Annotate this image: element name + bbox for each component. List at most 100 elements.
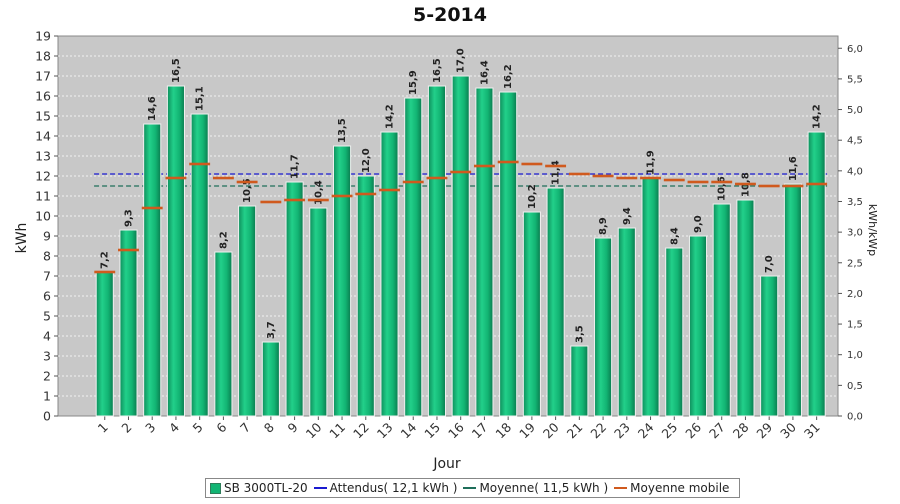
moving-average-marker (141, 206, 163, 210)
y2-axis-title: kWh/kWp (866, 204, 879, 256)
bar (380, 131, 399, 417)
x-tick-label: 31 (801, 420, 823, 442)
y-tick-label: 1 (43, 389, 51, 404)
moving-average-marker (212, 176, 234, 180)
y-tick-label: 7 (43, 269, 51, 284)
chart-title: 5-2014 (413, 4, 487, 26)
bar (760, 275, 779, 417)
moving-average-marker (165, 176, 187, 180)
bar (807, 131, 826, 417)
bar-data-label: 16,5 (432, 58, 443, 83)
y2-tick-label: 3,0 (847, 228, 863, 239)
bar (261, 341, 280, 417)
bar-data-label: 14,6 (147, 96, 158, 121)
bar (688, 235, 708, 417)
y2-tick-label: 4,5 (847, 136, 863, 147)
x-tick-label: 15 (421, 420, 443, 442)
legend-swatch-bar (210, 482, 221, 494)
moving-average-marker (735, 182, 756, 186)
bar (712, 203, 731, 417)
y2-tick-label: 1,5 (847, 320, 863, 331)
y-tick-label: 0 (43, 409, 51, 424)
bar-data-label: 16,4 (479, 60, 490, 85)
moving-average-marker (307, 198, 329, 202)
y2-tick-label: 6,0 (847, 44, 863, 55)
y-tick-label: 12 (35, 169, 51, 184)
x-tick-label: 27 (706, 420, 728, 442)
x-tick-label: 18 (492, 419, 514, 441)
x-tick-label: 30 (777, 419, 799, 441)
x-tick-label: 19 (516, 419, 538, 441)
y-tick-label: 8 (43, 249, 51, 264)
bar (238, 205, 257, 417)
bar (475, 87, 494, 417)
bar-data-label: 8,9 (598, 217, 609, 235)
x-tick-label: 13 (374, 420, 396, 442)
moving-average-marker (189, 162, 211, 166)
y-tick-label: 14 (35, 129, 51, 144)
legend-label-moyenne: Moyenne( 11,5 kWh ) (479, 481, 609, 495)
bar (736, 199, 755, 417)
y-tick-label: 4 (43, 329, 51, 344)
moving-average-marker (450, 170, 472, 174)
y-tick-label: 3 (43, 349, 51, 364)
x-tick-label: 11 (326, 420, 348, 442)
bar-data-label: 10,2 (527, 184, 538, 209)
x-tick-label: 4 (166, 419, 182, 435)
bar-data-label: 11,7 (290, 154, 301, 179)
bar (570, 345, 589, 417)
bar-data-label: 9,4 (622, 207, 633, 225)
x-tick-label: 6 (213, 419, 229, 435)
legend-label-moyenne-mobile: Moyenne mobile (630, 481, 730, 495)
x-tick-label: 3 (142, 420, 158, 436)
moving-average-marker (426, 176, 448, 180)
moving-average-marker (687, 180, 709, 184)
x-tick-label: 17 (469, 420, 491, 442)
legend-item-attendus: Attendus( 12,1 kWh ) (313, 481, 457, 495)
bar-data-label: 11,6 (788, 156, 799, 181)
bar (309, 207, 328, 417)
bar-data-label: 9,0 (693, 215, 704, 233)
bar (451, 75, 470, 417)
moving-average-marker (379, 188, 400, 192)
bar-data-label: 9,3 (123, 209, 134, 227)
bar-data-label: 10,4 (313, 180, 324, 205)
moving-average-marker (640, 176, 661, 180)
y2-tick-label: 2,0 (847, 289, 863, 300)
bar (333, 145, 352, 417)
x-tick-label: 9 (284, 419, 300, 435)
y-tick-label: 17 (35, 69, 51, 84)
bar (95, 271, 114, 417)
bar (143, 123, 162, 417)
moving-average-marker (236, 180, 258, 184)
bar-data-label: 3,7 (266, 321, 277, 339)
moving-average-marker (616, 176, 638, 180)
y-axis-title: kWh (14, 223, 30, 254)
bar-data-label: 7,2 (100, 251, 111, 269)
x-tick-label: 7 (237, 420, 253, 436)
legend-swatch-moyenne (463, 487, 477, 489)
bar-data-label: 8,2 (218, 231, 229, 249)
bar (499, 91, 518, 417)
bar (427, 85, 447, 417)
moving-average-marker (806, 182, 828, 186)
y-tick-label: 5 (43, 309, 51, 324)
moving-average-marker (284, 198, 306, 202)
bar (617, 227, 636, 417)
x-tick-label: 8 (261, 419, 277, 435)
y2-tick-label: 5,0 (847, 105, 863, 116)
y2-tick-label: 4,0 (847, 166, 863, 177)
y-tick-label: 15 (35, 109, 51, 124)
x-tick-label: 25 (659, 420, 681, 442)
moving-average-marker (545, 164, 567, 168)
y2-tick-label: 1,0 (847, 350, 863, 361)
moving-average-marker (402, 180, 424, 184)
y-tick-label: 11 (35, 189, 51, 204)
x-tick-label: 20 (540, 419, 562, 441)
moving-average-marker (592, 174, 614, 178)
plot-background (57, 35, 839, 417)
bar (522, 211, 541, 417)
y-tick-label: 2 (43, 369, 51, 384)
